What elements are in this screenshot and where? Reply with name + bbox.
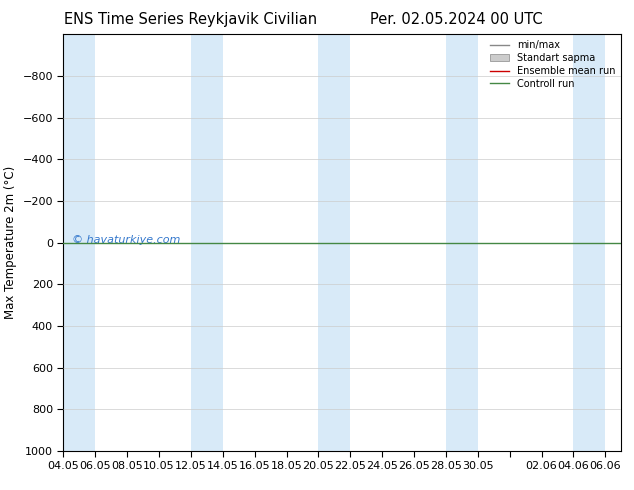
Bar bbox=[191, 34, 223, 451]
Y-axis label: Max Temperature 2m (°C): Max Temperature 2m (°C) bbox=[4, 166, 17, 319]
Legend: min/max, Standart sapma, Ensemble mean run, Controll run: min/max, Standart sapma, Ensemble mean r… bbox=[486, 36, 619, 93]
Bar bbox=[318, 34, 351, 451]
Text: ENS Time Series Reykjavik Civilian: ENS Time Series Reykjavik Civilian bbox=[63, 12, 317, 27]
Bar bbox=[446, 34, 478, 451]
Text: Per. 02.05.2024 00 UTC: Per. 02.05.2024 00 UTC bbox=[370, 12, 543, 27]
Text: © havaturkiye.com: © havaturkiye.com bbox=[72, 236, 180, 245]
Bar bbox=[574, 34, 605, 451]
Bar bbox=[63, 34, 95, 451]
